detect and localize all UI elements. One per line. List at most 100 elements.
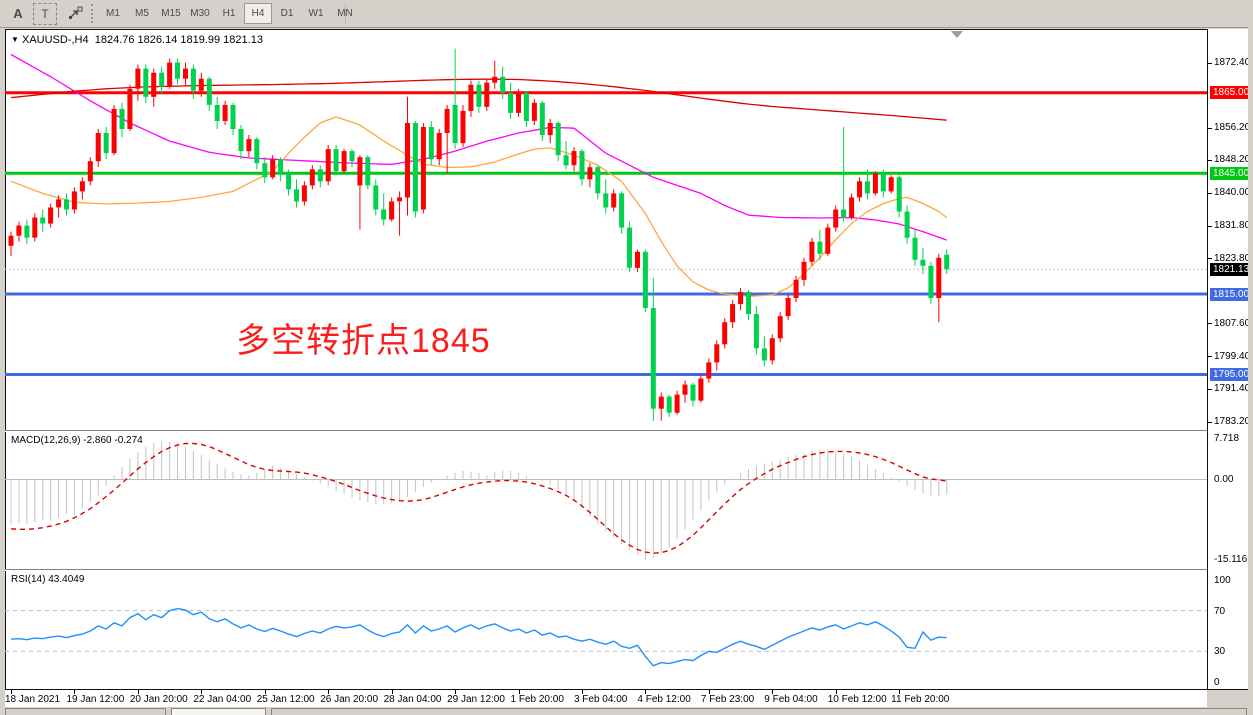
chart-text-annotation[interactable]: 多空转折点1845	[236, 322, 491, 360]
chart-tab-1[interactable]	[5, 708, 166, 715]
timeframe-button-D1[interactable]: D1	[280, 8, 294, 19]
time-axis-tick	[518, 690, 520, 694]
time-axis-label: 4 Feb 12:00	[637, 694, 691, 705]
price-axis-tick	[1208, 127, 1212, 129]
time-axis-label: 19 Jan 12:00	[66, 694, 125, 705]
price-axis-tick	[1208, 421, 1212, 423]
time-axis-tick	[201, 690, 203, 694]
chart-tab-2[interactable]	[171, 708, 266, 715]
timeframe-button-M1[interactable]: M1	[106, 8, 120, 19]
price-axis-label: 1872.40	[1214, 57, 1251, 68]
price-axis-label: 1823.80	[1214, 252, 1251, 264]
time-axis[interactable]: 18 Jan 2021 19 Jan 12:00 20 Jan 20:00 22 Ja…	[5, 690, 1207, 707]
chart-shift-marker-icon[interactable]	[951, 31, 963, 38]
time-axis-label: 7 Feb 23:00	[700, 694, 755, 705]
symbol-ohlc-text: XAUUSD-,H4 1824.76 1826.14 1819.99 1821.…	[21, 34, 263, 46]
timeframe-bar: M1 M5 M15 M30 H1 H4 D1 W1 MN	[99, 3, 360, 24]
text-tool-button[interactable]: A	[13, 5, 23, 21]
price-axis-label: 1807.60	[1214, 317, 1251, 329]
macd-panel-canvas[interactable]	[5, 432, 1207, 569]
price-axis-tick	[1208, 356, 1212, 358]
time-axis-tick	[835, 690, 837, 694]
time-axis-label: 26 Jan 20:00	[320, 694, 379, 705]
rsi-panel-canvas[interactable]	[5, 571, 1207, 689]
rsi-axis-label: 70	[1214, 605, 1226, 617]
time-axis-label: 20 Jan 20:00	[129, 694, 188, 705]
price-axis-label: 1856.20	[1214, 122, 1251, 134]
time-axis-label: 1 Feb 20:00	[510, 694, 564, 705]
time-axis-tick	[74, 690, 76, 694]
price-badge-1821.13: 1821.13	[1210, 262, 1253, 276]
toolbar: A T ▾ M1 M5 M15 M30 H1 H4 D1 W1 MN	[0, 0, 1253, 28]
time-axis-label: 22 Jan 04:00	[193, 694, 252, 705]
timeframe-button-M30[interactable]: M30	[190, 8, 210, 19]
rsi-axis-label: 100	[1214, 575, 1231, 586]
time-axis-tick	[455, 690, 457, 694]
rsi-axis-label: 30	[1214, 646, 1226, 658]
time-axis-label: 10 Feb 12:00	[827, 694, 887, 705]
price-axis-label: 1783.20	[1214, 416, 1251, 427]
chart-tabs-bar	[0, 708, 1253, 715]
toolbar-grip[interactable]	[91, 4, 93, 23]
price-axis-label: 1831.80	[1214, 220, 1251, 232]
chart-tab-3[interactable]	[271, 708, 1247, 715]
price-badge-1865.00: 1865.00	[1210, 86, 1253, 100]
rsi-label: RSI(14) 43.4049	[11, 574, 85, 585]
price-axis-tick	[1208, 388, 1212, 390]
timeframe-button-M5[interactable]: M5	[135, 8, 149, 19]
timeframe-button-W1[interactable]: W1	[308, 8, 324, 19]
price-axis-label: 1799.40	[1214, 350, 1251, 362]
toolbar-separator	[345, 4, 346, 23]
shapes-dropdown-button[interactable]: ▾	[60, 3, 90, 23]
price-axis-label: 1840.00	[1214, 187, 1251, 199]
price-axis-border	[1207, 29, 1208, 690]
macd-axis-label: 7.718	[1214, 432, 1240, 444]
price-axis-tick	[1208, 62, 1212, 64]
price-axis-tick	[1208, 225, 1212, 227]
price-axis-tick	[1208, 159, 1212, 161]
panel-divider[interactable]	[5, 569, 1248, 571]
price-axis-label: 1848.20	[1214, 154, 1251, 166]
price-axis-tick	[1208, 192, 1212, 194]
time-axis-tick	[645, 690, 647, 694]
time-axis-label: 28 Jan 04:00	[383, 694, 442, 705]
price-badge-1815.00: 1815.00	[1210, 287, 1253, 301]
chart-title: ▼ XAUUSD-,H4 1824.76 1826.14 1819.99 182…	[11, 34, 263, 46]
time-axis-tick	[137, 690, 139, 694]
symbol-dropdown-triangle-icon[interactable]: ▼	[11, 35, 19, 44]
price-axis[interactable]: 1872.40 1856.20 1848.20 1840.00 1831.80 1823.…	[1208, 29, 1253, 689]
panel-divider[interactable]	[5, 430, 1248, 432]
time-axis-label: 9 Feb 04:00	[764, 694, 818, 705]
window-right-edge	[1248, 0, 1253, 715]
time-axis-tick	[264, 690, 266, 694]
time-axis-label: 18 Jan 2021	[5, 694, 61, 705]
shapes-icon	[68, 6, 82, 19]
time-axis-tick	[328, 690, 330, 694]
time-axis-tick	[772, 690, 774, 694]
timeframe-button-H4[interactable]: H4	[244, 3, 272, 24]
time-axis-label: 25 Jan 12:00	[256, 694, 315, 705]
main-chart-canvas[interactable]	[5, 30, 1207, 430]
time-axis-tick	[11, 690, 12, 694]
rsi-axis-label: 0	[1214, 677, 1220, 688]
macd-axis-label: -15.116	[1214, 553, 1248, 565]
price-axis-label: 1791.40	[1214, 383, 1251, 394]
price-badge-1795.00: 1795.00	[1210, 368, 1253, 381]
chart-window	[5, 29, 1248, 690]
price-axis-tick	[1208, 323, 1212, 325]
price-axis-tick	[1208, 258, 1212, 260]
price-badge-1845.00: 1845.00	[1210, 166, 1253, 180]
time-axis-tick	[708, 690, 710, 694]
macd-label: MACD(12,26,9) -2.860 -0.274	[11, 435, 143, 446]
time-axis-label: 11 Feb 20:00	[891, 694, 950, 705]
timeframe-button-H1[interactable]: H1	[222, 8, 236, 19]
time-axis-tick	[391, 690, 393, 694]
time-axis-tick	[581, 690, 583, 694]
timeframe-button-M15[interactable]: M15	[161, 8, 181, 19]
time-axis-label: 29 Jan 12:00	[447, 694, 505, 705]
macd-axis-label: 0.00	[1214, 473, 1234, 485]
label-tool-button[interactable]: T	[33, 3, 57, 25]
time-axis-label: 3 Feb 04:00	[573, 694, 628, 705]
time-axis-tick	[899, 690, 901, 694]
